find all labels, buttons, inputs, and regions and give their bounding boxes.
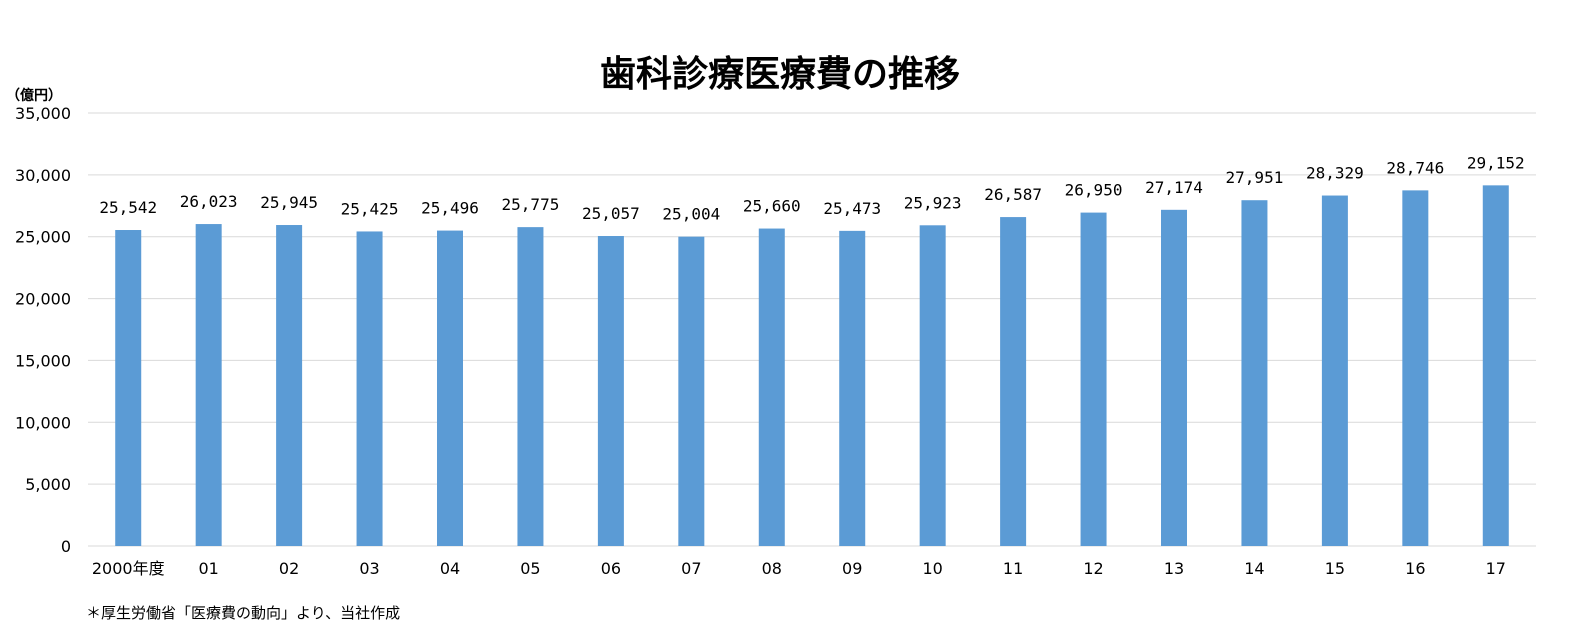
y-tick-label: 30,000 (15, 166, 71, 185)
bar (276, 225, 303, 546)
data-label: 25,945 (260, 193, 318, 212)
y-axis-ticks: 0 5,000 10,000 15,000 20,000 25,000 30,000 35,0… (15, 104, 71, 556)
bar (758, 228, 785, 547)
data-label: 28,746 (1386, 158, 1444, 177)
x-tick-label: 13 (1164, 559, 1184, 578)
bar (597, 236, 624, 547)
bar (115, 230, 142, 546)
bar (437, 230, 463, 546)
data-label: 26,587 (984, 185, 1042, 204)
bar (356, 231, 383, 546)
bar (1482, 185, 1509, 546)
bar (919, 225, 946, 546)
source-note: ＊厚生労働省「医療費の動向」より、当社作成 (86, 604, 400, 622)
y-tick-label: 0 (61, 537, 71, 556)
x-tick-label: 08 (762, 559, 782, 578)
bar (839, 230, 866, 546)
data-label: 25,473 (823, 199, 881, 218)
x-tick-label: 04 (440, 559, 460, 578)
y-axis-unit-label: （億円） (6, 87, 62, 104)
x-tick-label: 01 (198, 559, 218, 578)
bar (517, 227, 544, 546)
bar (1000, 217, 1027, 547)
x-tick-label: 06 (601, 559, 621, 578)
x-tick-label: 15 (1325, 559, 1345, 578)
chart-title: 歯科診療医療費の推移 (600, 54, 960, 95)
bar (1321, 195, 1348, 547)
data-label: 26,950 (1065, 181, 1123, 200)
x-tick-label: 10 (922, 559, 942, 578)
y-tick-label: 10,000 (15, 413, 71, 432)
x-tick-label: 12 (1083, 559, 1103, 578)
data-label: 25,004 (662, 205, 720, 224)
y-tick-label: 5,000 (25, 475, 71, 494)
data-label: 28,329 (1306, 164, 1364, 183)
data-label: 25,542 (99, 198, 157, 217)
y-tick-label: 15,000 (15, 351, 71, 370)
data-label: 25,775 (502, 195, 560, 214)
x-tick-label: 17 (1486, 559, 1506, 578)
x-tick-label: 11 (1003, 559, 1023, 578)
bar (1402, 190, 1429, 546)
x-tick-label: 16 (1405, 559, 1425, 578)
bar (195, 224, 222, 546)
y-tick-label: 35,000 (15, 104, 71, 123)
bar (1080, 212, 1107, 546)
data-label: 25,425 (341, 199, 399, 218)
x-tick-label: 02 (279, 559, 299, 578)
x-tick-label: 03 (359, 559, 379, 578)
x-tick-label: 14 (1244, 559, 1264, 578)
data-label: 25,057 (582, 204, 640, 223)
x-tick-label: 07 (681, 559, 701, 578)
y-tick-label: 25,000 (15, 228, 71, 247)
data-label: 25,923 (904, 193, 962, 212)
data-label: 25,496 (421, 199, 479, 218)
data-labels: 25,542 26,023 25,945 25,425 25,496 25,775 25,0… (99, 153, 1524, 223)
bars (115, 185, 1509, 547)
bar (1161, 209, 1187, 547)
x-tick-label: 09 (842, 559, 862, 578)
bar (678, 236, 705, 546)
x-axis-ticks: 2000年度 01 02 03 04 05 06 07 08 09 10 11 12 13 14 15 16 17 (92, 559, 1506, 578)
data-label: 25,660 (743, 197, 801, 216)
data-label: 26,023 (180, 192, 238, 211)
x-tick-label: 2000年度 (92, 559, 165, 578)
gridlines (88, 112, 1536, 547)
bar (1241, 200, 1268, 546)
x-tick-label: 05 (520, 559, 540, 578)
y-tick-label: 20,000 (15, 290, 71, 309)
data-label: 27,174 (1145, 178, 1203, 197)
data-label: 27,951 (1226, 168, 1284, 187)
data-label: 29,152 (1467, 153, 1525, 172)
